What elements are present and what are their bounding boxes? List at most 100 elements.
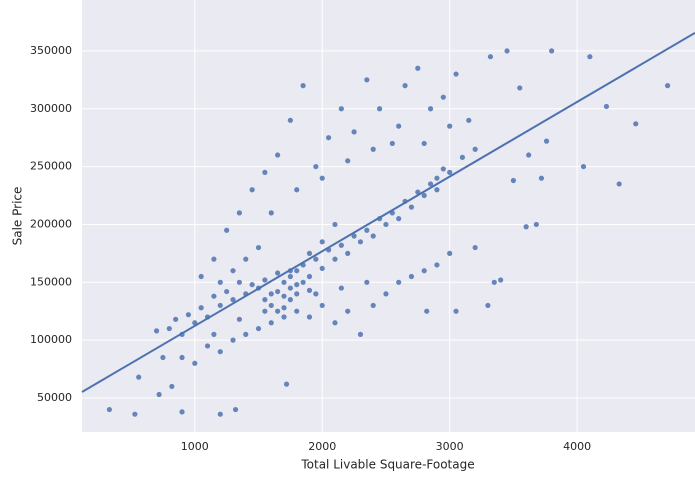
point — [179, 409, 185, 415]
point — [268, 291, 274, 297]
point — [255, 325, 262, 332]
point — [281, 279, 287, 285]
point — [262, 308, 268, 314]
point — [136, 374, 142, 380]
point — [287, 273, 293, 280]
point — [198, 305, 204, 311]
point — [421, 192, 427, 199]
y-axis-title: Sale Price — [11, 187, 25, 246]
point — [338, 242, 344, 248]
point — [332, 320, 338, 326]
point — [526, 152, 532, 158]
point — [230, 337, 236, 343]
point — [224, 288, 230, 295]
point — [408, 204, 415, 210]
point — [306, 287, 313, 293]
point — [434, 175, 440, 181]
point — [364, 227, 370, 233]
x-tick-label: 1000 — [181, 440, 209, 453]
point — [383, 291, 389, 297]
point — [338, 106, 344, 112]
point — [487, 54, 494, 60]
point — [472, 146, 478, 152]
point — [510, 177, 516, 184]
point — [106, 406, 113, 413]
point — [370, 233, 376, 239]
point — [156, 391, 162, 398]
point — [281, 314, 287, 320]
point — [262, 277, 268, 283]
point — [408, 273, 415, 280]
point — [230, 297, 236, 303]
point — [283, 381, 290, 387]
point — [169, 383, 175, 390]
point — [517, 85, 523, 91]
point — [262, 169, 268, 175]
point — [402, 83, 408, 89]
point — [217, 279, 223, 285]
point — [633, 121, 639, 127]
point — [185, 312, 192, 318]
point — [287, 117, 293, 123]
point — [364, 77, 370, 83]
point — [603, 103, 610, 110]
point — [533, 221, 539, 228]
point — [255, 244, 262, 251]
point — [459, 154, 466, 160]
point — [447, 123, 453, 129]
point — [313, 291, 319, 297]
point — [427, 106, 434, 112]
point — [415, 65, 421, 71]
point — [332, 256, 338, 262]
point — [192, 360, 198, 366]
point — [294, 268, 300, 274]
point — [453, 71, 459, 77]
y-tick-label: 100000 — [30, 333, 72, 346]
point — [351, 233, 357, 239]
point — [357, 331, 364, 337]
point — [243, 331, 249, 337]
point — [294, 282, 300, 288]
point — [153, 328, 160, 334]
point — [345, 308, 351, 314]
point — [319, 175, 325, 181]
point — [198, 273, 204, 280]
point — [580, 163, 587, 170]
point — [211, 293, 217, 299]
y-tick-label: 200000 — [30, 217, 72, 230]
point — [357, 239, 364, 245]
point — [466, 117, 472, 123]
point — [421, 268, 427, 274]
point — [243, 256, 249, 262]
point — [376, 106, 383, 112]
point — [294, 308, 300, 314]
point — [224, 227, 230, 233]
y-tick-label: 350000 — [30, 44, 72, 57]
point — [300, 279, 306, 285]
y-tick-label: 150000 — [30, 275, 72, 288]
point — [306, 273, 313, 280]
point — [300, 83, 306, 89]
point — [275, 152, 281, 158]
point — [326, 135, 332, 141]
point — [485, 302, 491, 309]
point — [268, 302, 274, 309]
point — [281, 305, 287, 311]
point — [287, 297, 293, 303]
point — [664, 83, 671, 89]
point — [319, 265, 325, 272]
point — [319, 302, 325, 309]
point — [319, 239, 325, 245]
point — [453, 308, 459, 314]
marks — [81, 31, 695, 417]
point — [306, 314, 313, 320]
point — [313, 256, 319, 262]
point — [383, 221, 389, 228]
point — [294, 187, 300, 193]
y-tick-label: 300000 — [30, 102, 72, 115]
point — [204, 343, 211, 349]
point — [232, 406, 239, 413]
point — [447, 250, 453, 256]
point — [179, 354, 185, 361]
